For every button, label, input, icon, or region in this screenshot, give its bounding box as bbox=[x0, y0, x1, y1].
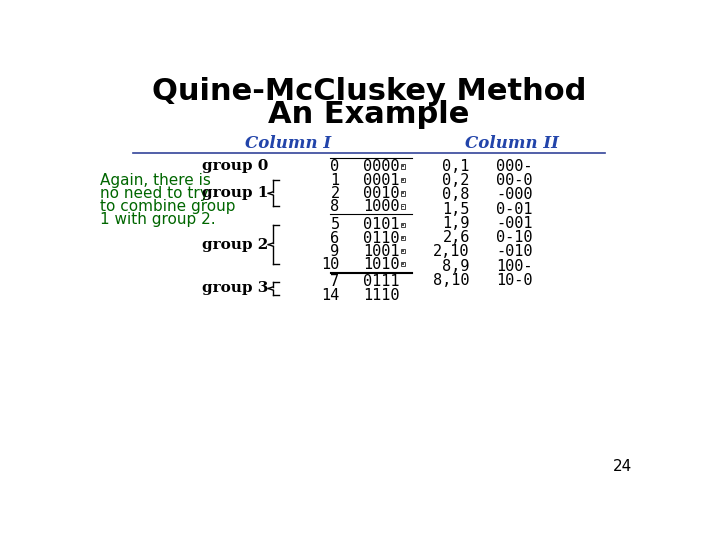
Bar bbox=[401, 236, 405, 240]
Text: Again, there is: Again, there is bbox=[100, 173, 211, 188]
Text: no need to try: no need to try bbox=[100, 186, 209, 201]
Text: 0111: 0111 bbox=[363, 274, 400, 289]
Bar bbox=[402, 206, 404, 207]
Text: 6: 6 bbox=[330, 231, 340, 246]
Bar bbox=[402, 224, 404, 226]
Text: 100-: 100- bbox=[496, 259, 533, 274]
Text: 8,9: 8,9 bbox=[442, 259, 469, 274]
Text: 0,1: 0,1 bbox=[442, 159, 469, 174]
Text: 0-10: 0-10 bbox=[496, 230, 533, 245]
Text: 1,5: 1,5 bbox=[442, 201, 469, 217]
Text: -001: -001 bbox=[496, 216, 533, 231]
Text: group 1: group 1 bbox=[202, 186, 269, 200]
Text: 9: 9 bbox=[330, 244, 340, 259]
Text: 000-: 000- bbox=[496, 159, 533, 174]
Text: Quine-McCluskey Method: Quine-McCluskey Method bbox=[152, 77, 586, 106]
Text: 0,2: 0,2 bbox=[442, 173, 469, 188]
Text: to combine group: to combine group bbox=[100, 199, 235, 214]
Text: 7: 7 bbox=[330, 274, 340, 289]
Text: 2: 2 bbox=[330, 186, 340, 201]
Text: 0: 0 bbox=[330, 159, 340, 174]
Bar bbox=[402, 250, 404, 252]
Text: 24: 24 bbox=[613, 459, 632, 474]
Text: 2,10: 2,10 bbox=[433, 245, 469, 259]
Text: 1010: 1010 bbox=[363, 256, 400, 272]
Bar bbox=[401, 178, 405, 183]
Bar bbox=[402, 264, 404, 265]
Text: 1,9: 1,9 bbox=[442, 216, 469, 231]
Text: 5: 5 bbox=[330, 218, 340, 232]
Bar bbox=[402, 165, 404, 167]
Text: 8: 8 bbox=[330, 199, 340, 214]
Bar bbox=[401, 249, 405, 253]
Text: 1000: 1000 bbox=[363, 199, 400, 214]
Text: 10: 10 bbox=[321, 256, 340, 272]
Text: 0110: 0110 bbox=[363, 231, 400, 246]
Bar bbox=[402, 237, 404, 239]
Text: 0,8: 0,8 bbox=[442, 187, 469, 202]
Bar bbox=[401, 262, 405, 266]
Bar bbox=[402, 179, 404, 181]
Text: 1: 1 bbox=[330, 173, 340, 188]
Text: An Example: An Example bbox=[269, 100, 469, 130]
Text: 1 with group 2.: 1 with group 2. bbox=[100, 212, 216, 227]
Text: Column II: Column II bbox=[465, 135, 559, 152]
Text: -000: -000 bbox=[496, 187, 533, 202]
Bar bbox=[401, 223, 405, 227]
Text: 0010: 0010 bbox=[363, 186, 400, 201]
Text: 1110: 1110 bbox=[363, 287, 400, 302]
Text: 14: 14 bbox=[321, 287, 340, 302]
Bar bbox=[401, 164, 405, 168]
Text: 00-0: 00-0 bbox=[496, 173, 533, 188]
Bar bbox=[402, 192, 404, 194]
Text: 8,10: 8,10 bbox=[433, 273, 469, 288]
Text: 1001: 1001 bbox=[363, 244, 400, 259]
Text: group 3: group 3 bbox=[202, 281, 269, 295]
Text: 0001: 0001 bbox=[363, 173, 400, 188]
Text: 0101: 0101 bbox=[363, 218, 400, 232]
Bar bbox=[401, 191, 405, 195]
Text: 10-0: 10-0 bbox=[496, 273, 533, 288]
Text: 0000: 0000 bbox=[363, 159, 400, 174]
Text: 0-01: 0-01 bbox=[496, 201, 533, 217]
Text: group 0: group 0 bbox=[202, 159, 269, 173]
Bar bbox=[401, 204, 405, 208]
Text: Column I: Column I bbox=[245, 135, 330, 152]
Text: 2,6: 2,6 bbox=[442, 230, 469, 245]
Text: group 2: group 2 bbox=[202, 238, 269, 252]
Text: -010: -010 bbox=[496, 245, 533, 259]
